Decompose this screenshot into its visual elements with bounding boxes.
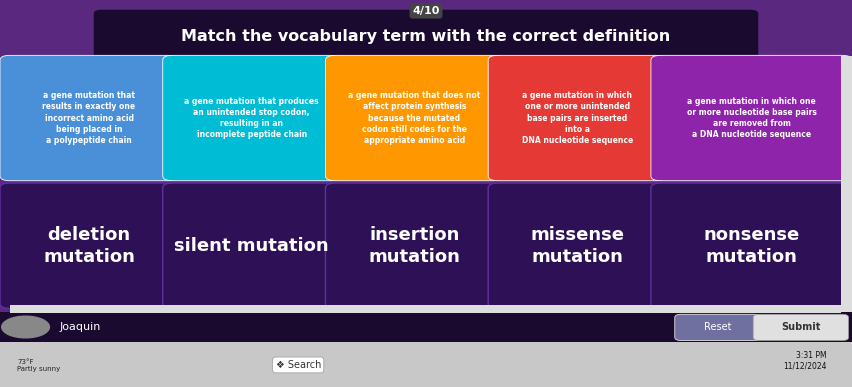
Text: 3:31 PM
11/12/2024: 3:31 PM 11/12/2024 xyxy=(783,351,826,371)
Bar xyxy=(841,56,852,312)
FancyBboxPatch shape xyxy=(675,314,761,341)
Bar xyxy=(0,312,852,342)
Text: 73°F
Partly sunny: 73°F Partly sunny xyxy=(17,359,60,372)
FancyBboxPatch shape xyxy=(0,183,178,308)
Text: Joaquin: Joaquin xyxy=(60,322,101,332)
FancyBboxPatch shape xyxy=(163,183,341,308)
Bar xyxy=(10,305,841,313)
FancyBboxPatch shape xyxy=(325,183,504,308)
Text: Reset: Reset xyxy=(704,322,731,332)
Text: a gene mutation that does not
affect protein synthesis
because the mutated
codon: a gene mutation that does not affect pro… xyxy=(348,91,481,145)
FancyBboxPatch shape xyxy=(488,183,666,308)
FancyBboxPatch shape xyxy=(651,55,852,181)
Text: a gene mutation that produces
an unintended stop codon,
resulting in an
incomple: a gene mutation that produces an uninten… xyxy=(184,97,320,139)
Text: silent mutation: silent mutation xyxy=(175,237,329,255)
FancyBboxPatch shape xyxy=(163,55,341,181)
FancyBboxPatch shape xyxy=(325,55,504,181)
Circle shape xyxy=(2,316,49,338)
Text: missense
mutation: missense mutation xyxy=(530,226,625,266)
Text: a gene mutation in which
one or more unintended
base pairs are inserted
into a
D: a gene mutation in which one or more uni… xyxy=(521,91,633,145)
FancyBboxPatch shape xyxy=(94,10,758,60)
FancyBboxPatch shape xyxy=(0,55,178,181)
Text: nonsense
mutation: nonsense mutation xyxy=(704,226,799,266)
FancyBboxPatch shape xyxy=(488,55,666,181)
Text: deletion
mutation: deletion mutation xyxy=(43,226,135,266)
Text: Submit: Submit xyxy=(781,322,820,332)
Bar xyxy=(0,342,852,387)
Text: Match the vocabulary term with the correct definition: Match the vocabulary term with the corre… xyxy=(181,29,671,44)
Text: ❖ Search: ❖ Search xyxy=(275,360,321,370)
Text: a gene mutation in which one
or more nucleotide base pairs
are removed from
a DN: a gene mutation in which one or more nuc… xyxy=(687,97,816,139)
FancyBboxPatch shape xyxy=(753,314,849,341)
FancyBboxPatch shape xyxy=(651,183,852,308)
Text: 4/10: 4/10 xyxy=(412,6,440,16)
Text: a gene mutation that
results in exactly one
incorrect amino acid
being placed in: a gene mutation that results in exactly … xyxy=(43,91,135,145)
Text: insertion
mutation: insertion mutation xyxy=(369,226,460,266)
